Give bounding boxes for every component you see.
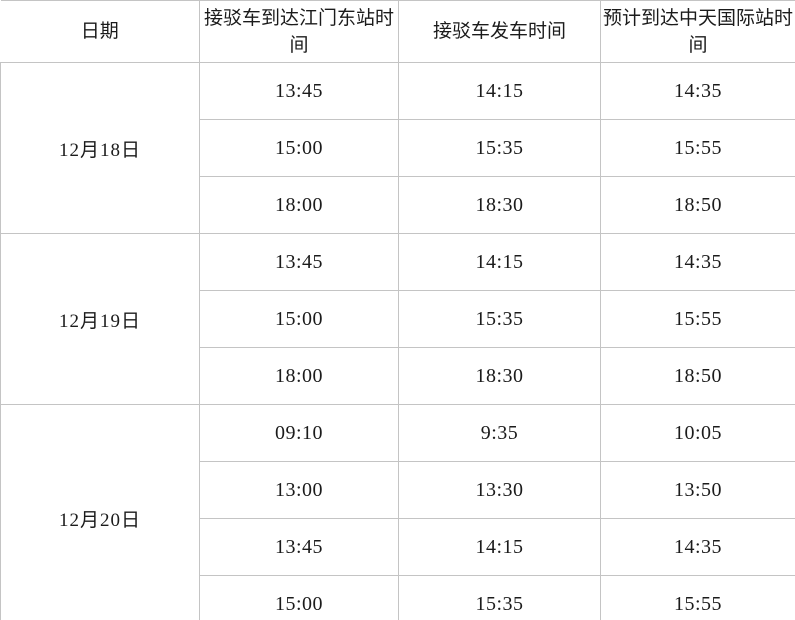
time-cell: 13:45 bbox=[199, 233, 399, 291]
time-cell: 13:50 bbox=[600, 461, 795, 519]
table-row: 12月20日 09:10 9:35 10:05 bbox=[0, 404, 795, 620]
table-row: 12月18日 13:45 14:15 14:35 bbox=[0, 62, 795, 234]
time-cell: 15:55 bbox=[600, 290, 795, 348]
time-cell: 09:10 bbox=[199, 404, 399, 462]
date-cell: 12月20日 bbox=[0, 404, 200, 620]
time-cell: 14:15 bbox=[398, 62, 601, 120]
header-date: 日期 bbox=[0, 0, 200, 63]
date-cell: 12月19日 bbox=[0, 233, 200, 405]
table-row: 18:00 18:30 18:50 bbox=[1, 347, 795, 405]
time-cell: 18:50 bbox=[600, 347, 795, 405]
time-cell: 15:55 bbox=[600, 119, 795, 177]
time-cell: 18:00 bbox=[199, 176, 399, 234]
table-row: 13:45 14:15 14:35 bbox=[1, 518, 795, 576]
time-cell: 18:30 bbox=[398, 176, 601, 234]
table-row: 12月19日 13:45 14:15 14:35 bbox=[0, 233, 795, 405]
time-cell: 10:05 bbox=[600, 404, 795, 462]
time-cell: 15:00 bbox=[199, 119, 399, 177]
time-cell: 15:35 bbox=[398, 575, 601, 620]
time-cell: 14:35 bbox=[600, 518, 795, 576]
time-cell: 15:35 bbox=[398, 119, 601, 177]
table-row: 18:00 18:30 18:50 bbox=[1, 176, 795, 234]
table-row: 15:00 15:35 15:55 bbox=[1, 290, 795, 348]
header-arrival-jiangmen-east: 接驳车到达江门东站时间 bbox=[199, 0, 399, 63]
time-cell: 15:35 bbox=[398, 290, 601, 348]
time-cell: 9:35 bbox=[398, 404, 601, 462]
time-cell: 13:00 bbox=[199, 461, 399, 519]
time-cell: 18:00 bbox=[199, 347, 399, 405]
time-cell: 14:15 bbox=[398, 518, 601, 576]
date-cell: 12月18日 bbox=[0, 62, 200, 234]
time-cell: 14:35 bbox=[600, 233, 795, 291]
time-cell: 15:55 bbox=[600, 575, 795, 620]
time-cell: 18:30 bbox=[398, 347, 601, 405]
time-cell: 13:45 bbox=[199, 518, 399, 576]
time-cell: 18:50 bbox=[600, 176, 795, 234]
table-row: 15:00 15:35 15:55 bbox=[1, 575, 795, 620]
time-cell: 15:00 bbox=[199, 290, 399, 348]
time-cell: 14:15 bbox=[398, 233, 601, 291]
time-cell: 13:45 bbox=[199, 62, 399, 120]
header-arrival-zhongtian: 预计到达中天国际站时间 bbox=[600, 0, 795, 63]
time-cell: 14:35 bbox=[600, 62, 795, 120]
table-row: 13:00 13:30 13:50 bbox=[1, 461, 795, 519]
table-row: 15:00 15:35 15:55 bbox=[1, 119, 795, 177]
header-shuttle-departure: 接驳车发车时间 bbox=[398, 0, 601, 63]
time-cell: 13:30 bbox=[398, 461, 601, 519]
time-cell: 15:00 bbox=[199, 575, 399, 620]
header-row: 日期 接驳车到达江门东站时间 接驳车发车时间 预计到达中天国际站时间 bbox=[0, 0, 795, 63]
